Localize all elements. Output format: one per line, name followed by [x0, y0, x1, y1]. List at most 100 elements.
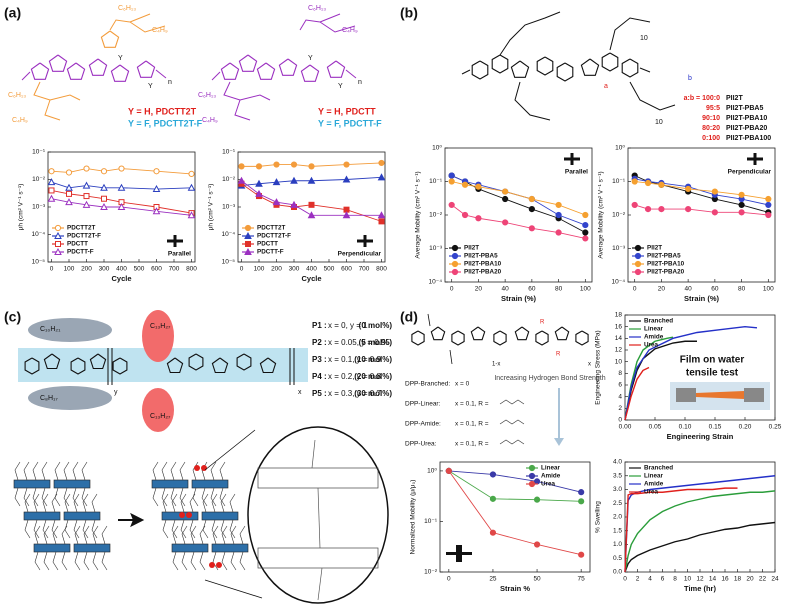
alkyl-chain	[64, 493, 71, 513]
stack-unit	[211, 543, 249, 553]
stack-unit	[73, 543, 111, 553]
marker	[290, 176, 298, 184]
chain-label: C₈H₁₇	[40, 395, 58, 402]
marker	[644, 206, 652, 213]
atom-label: Y	[118, 55, 123, 62]
marker	[82, 200, 91, 208]
marker	[578, 498, 585, 505]
marker	[765, 211, 772, 219]
chain-label: C₄H₉	[202, 117, 218, 124]
ring	[300, 64, 320, 82]
x-axis-label: Cycle	[301, 274, 321, 283]
bond	[223, 81, 241, 101]
side-chain	[499, 419, 525, 425]
x-tick-label: 10	[684, 576, 692, 583]
panel-label: (d)	[400, 309, 418, 325]
legend-label: Branched	[644, 465, 673, 472]
marker	[101, 195, 107, 202]
marker	[448, 201, 455, 209]
ring	[580, 58, 600, 76]
alkyl-chain	[82, 493, 89, 513]
legend-label: PII2T-PBA20	[647, 269, 685, 276]
legend-label: PII2T-PBA10	[647, 261, 685, 268]
y-tick-label: 4.0	[613, 459, 622, 466]
series-line	[624, 490, 776, 573]
y-tick-label: 16	[615, 323, 623, 330]
strain-icon	[173, 235, 177, 247]
alkyl-chain	[202, 493, 209, 513]
legend-marker	[451, 260, 459, 268]
y-axis-label: Average Mobility (cm² V⁻¹ s⁻¹)	[598, 171, 605, 258]
x-tick-label: 80	[738, 286, 746, 293]
unit-label: x	[588, 362, 591, 368]
bond	[461, 69, 471, 75]
chart: 10⁻⁴ 10⁻³ 10⁻² 10⁻¹ 10⁰ 0 20 40 60 80 100 Strain (%…	[415, 145, 593, 303]
legend-label: PDCTT-F	[67, 249, 94, 256]
legend-label: PII2T-PBA10	[464, 261, 502, 268]
legend-label: Urea	[644, 342, 658, 349]
chain-label: C₁₀H₂₁	[40, 326, 61, 333]
ring	[66, 62, 86, 80]
y-tick-label: 2.0	[613, 514, 622, 521]
marker	[378, 218, 385, 225]
marker	[273, 161, 280, 168]
marker	[502, 188, 509, 195]
ring	[411, 330, 425, 346]
x-tick-label: 16	[721, 576, 729, 583]
polymer-id: P5 :	[312, 389, 327, 398]
stack-unit	[13, 479, 51, 489]
alkyl-chain	[162, 493, 169, 513]
stack-unit	[63, 511, 101, 521]
marker	[738, 209, 745, 216]
alkyl-chain	[32, 487, 39, 507]
marker	[65, 198, 73, 206]
ring	[471, 60, 489, 80]
ring	[236, 353, 252, 371]
legend-marker	[244, 224, 252, 232]
legend-label: PDCTT2T-F	[67, 233, 101, 240]
marker	[582, 211, 589, 219]
chain-label: C₄H₉	[152, 27, 168, 34]
alkyl-chain	[219, 487, 226, 507]
ring	[89, 353, 107, 370]
side-chain	[499, 399, 525, 405]
marker	[118, 165, 125, 172]
strain-icon	[363, 235, 367, 247]
ring	[259, 357, 277, 374]
bond	[499, 11, 561, 56]
marker	[65, 183, 73, 191]
legend-marker	[244, 247, 252, 255]
alkyl-chain	[239, 525, 246, 545]
x-tick-label: 400	[306, 266, 317, 273]
chain-label: C₄H₉	[342, 27, 358, 34]
y-tick-label: 0	[618, 417, 622, 424]
legend-label: PII2T-PBA5	[647, 253, 681, 260]
ring	[451, 330, 465, 346]
alkyl-chain	[180, 519, 187, 539]
alkyl-chain	[91, 519, 98, 539]
legend-label: PII2T-PBA5	[464, 253, 498, 260]
x-tick-label: 0	[240, 266, 244, 273]
atom-label: R	[556, 352, 561, 358]
variant-def: x = 0	[455, 381, 470, 388]
chart: 10⁻⁵ 10⁻⁴ 10⁻³ 10⁻² 10⁻¹ 0 100 200 300 400 500 600 7…	[18, 149, 198, 283]
legend-label: Amide	[644, 481, 664, 488]
bond	[639, 67, 651, 73]
chain-label: C₆H₁₃	[308, 5, 326, 12]
ring	[556, 62, 574, 82]
x-tick-label: 60	[711, 286, 719, 293]
x-axis-label: Strain (%)	[501, 294, 537, 303]
alkyl-chain	[83, 525, 90, 545]
marker	[685, 206, 692, 213]
marker	[711, 209, 718, 216]
y-tick-label: 10⁰	[615, 145, 625, 152]
urea-unit	[186, 512, 192, 518]
unit-box	[257, 547, 379, 569]
marker	[255, 179, 263, 187]
mol-percent: (10 mol%)	[354, 355, 392, 364]
legend-marker	[451, 268, 459, 276]
alkyl-chain	[54, 487, 61, 507]
atom-label: Y	[338, 83, 343, 90]
y-tick-label: 10⁻²	[32, 176, 46, 183]
marker	[555, 211, 562, 219]
